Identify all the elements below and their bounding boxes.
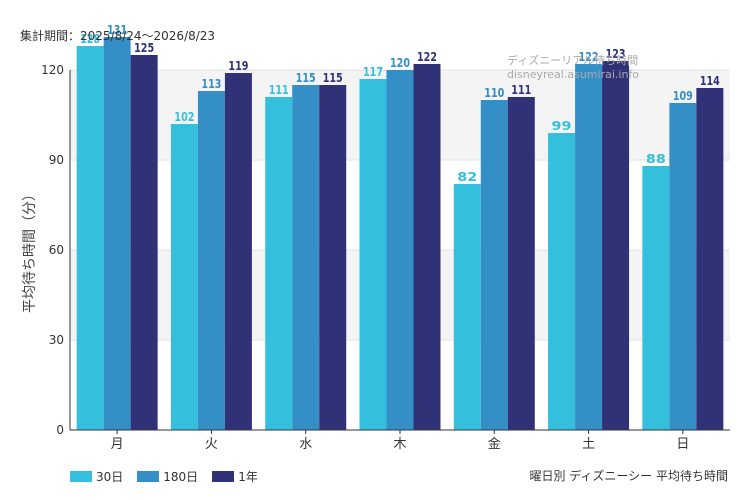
data-label-180d-3: 120 bbox=[390, 56, 410, 70]
y-tick-label: 0 bbox=[56, 423, 64, 437]
y-tick-label: 90 bbox=[49, 153, 64, 167]
x-tick-label: 金 bbox=[488, 436, 501, 452]
axes: 0 30 60 90 120 月 火 水 木 金 土 日 bbox=[41, 63, 730, 452]
chart-caption: 曜日別 ディズニーシー 平均待ち時間 bbox=[529, 469, 728, 483]
data-label-180d-0: 131 bbox=[107, 23, 127, 37]
data-label-180d-5: 122 bbox=[579, 50, 599, 64]
legend-item-30d[interactable]: 30日 bbox=[70, 468, 123, 485]
x-tick-label: 火 bbox=[205, 437, 218, 452]
x-tick-label: 月 bbox=[111, 437, 124, 452]
data-label-30d-1: 102 bbox=[174, 110, 194, 124]
bar-30d-5[interactable] bbox=[548, 133, 576, 430]
bar-180d-6[interactable] bbox=[669, 103, 697, 430]
data-label-1y-4: 111 bbox=[511, 83, 531, 97]
x-tick-label: 土 bbox=[582, 437, 595, 452]
data-label-180d-4: 110 bbox=[484, 86, 504, 100]
x-tick-label: 水 bbox=[299, 437, 312, 452]
legend-swatch-30d bbox=[70, 471, 92, 482]
bar-1y-1[interactable] bbox=[224, 73, 252, 430]
data-label-1y-0: 125 bbox=[134, 41, 154, 55]
x-tick-label: 木 bbox=[393, 437, 406, 452]
bar-180d-1[interactable] bbox=[197, 91, 225, 430]
y-tick-label: 60 bbox=[49, 243, 64, 257]
data-labels: 128 102 111 117 82 99 88 131 113 115 120 110 122 109 1… bbox=[80, 23, 720, 184]
data-label-30d-2: 111 bbox=[269, 83, 289, 97]
bar-1y-4[interactable] bbox=[507, 97, 535, 430]
bar-30d-3[interactable] bbox=[359, 79, 387, 430]
data-label-30d-3: 117 bbox=[363, 65, 383, 79]
y-tick-label: 120 bbox=[41, 63, 64, 77]
bar-1y-2[interactable] bbox=[319, 85, 347, 430]
data-label-30d-6: 88 bbox=[646, 152, 666, 166]
data-label-1y-5: 123 bbox=[606, 47, 626, 61]
y-tick-label: 30 bbox=[49, 333, 64, 347]
bar-180d-4[interactable] bbox=[480, 100, 508, 430]
watermark: ディズニーリアル待ち時間 disneyreal.asumirai.info bbox=[507, 54, 640, 81]
data-label-1y-6: 114 bbox=[700, 74, 720, 88]
data-label-1y-3: 122 bbox=[417, 50, 437, 64]
data-label-180d-6: 109 bbox=[673, 89, 693, 103]
bar-1y-5[interactable] bbox=[602, 61, 630, 430]
bar-1y-6[interactable] bbox=[696, 88, 724, 430]
legend-swatch-180d bbox=[137, 471, 160, 482]
data-label-30d-0: 128 bbox=[80, 32, 100, 46]
bar-30d-6[interactable] bbox=[642, 166, 670, 430]
bar-30d-0[interactable] bbox=[76, 46, 104, 430]
legend-label-1y: 1年 bbox=[238, 470, 258, 484]
data-label-30d-4: 82 bbox=[457, 170, 477, 184]
data-label-1y-1: 119 bbox=[228, 59, 248, 73]
bar-1y-3[interactable] bbox=[413, 64, 441, 430]
bar-30d-4[interactable] bbox=[453, 184, 481, 430]
bar-180d-0[interactable] bbox=[103, 37, 131, 430]
data-label-1y-2: 115 bbox=[323, 71, 343, 85]
bar-30d-1[interactable] bbox=[170, 124, 198, 430]
legend-label-180d: 180日 bbox=[163, 470, 199, 484]
legend-swatch-1y bbox=[212, 471, 235, 482]
legend-item-1y[interactable]: 1年 bbox=[212, 468, 258, 485]
x-tick-label: 日 bbox=[676, 437, 689, 452]
bar-30d-2[interactable] bbox=[265, 97, 293, 430]
data-label-180d-2: 115 bbox=[296, 71, 316, 85]
y-axis-label: 平均待ち時間（分） bbox=[22, 187, 38, 313]
legend-item-180d[interactable]: 180日 bbox=[137, 468, 198, 485]
data-label-180d-1: 113 bbox=[201, 77, 221, 91]
legend: 30日 180日 1年 bbox=[70, 468, 258, 485]
period-text: 集計期間：2025/8/24～2026/8/23 bbox=[20, 29, 216, 43]
bar-180d-5[interactable] bbox=[575, 64, 603, 430]
bar-180d-3[interactable] bbox=[386, 70, 414, 430]
data-label-30d-5: 99 bbox=[552, 119, 572, 133]
bar-1y-0[interactable] bbox=[130, 55, 158, 430]
bar-180d-2[interactable] bbox=[292, 85, 320, 430]
legend-label-30d: 30日 bbox=[96, 470, 124, 484]
bars bbox=[76, 37, 724, 430]
